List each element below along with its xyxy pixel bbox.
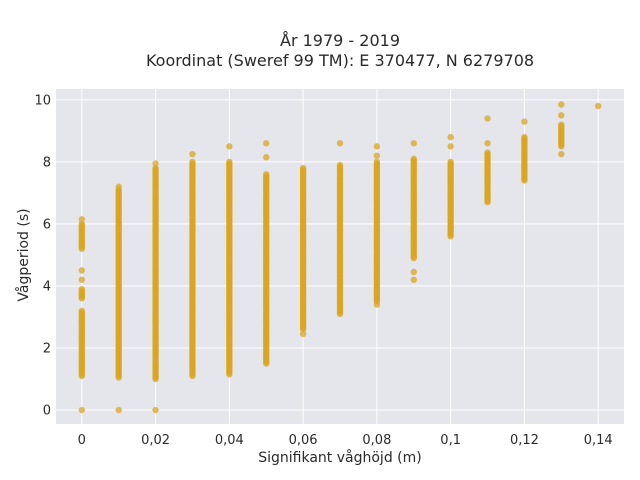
data-point <box>373 158 381 166</box>
data-point <box>189 158 196 166</box>
data-point <box>594 102 602 110</box>
data-point <box>484 140 491 147</box>
x-tick-label: 0,12 <box>510 433 539 448</box>
data-point <box>78 276 86 283</box>
x-tick-label: 0,04 <box>215 433 244 448</box>
data-point <box>115 183 122 190</box>
x-tick-label: 0,14 <box>584 433 613 448</box>
x-tick-label: 0,02 <box>141 433 170 448</box>
data-point <box>410 268 417 276</box>
data-point <box>78 216 86 223</box>
x-tick-label: 0 <box>78 433 86 448</box>
data-point <box>78 406 86 414</box>
data-point <box>447 133 454 141</box>
data-point <box>152 164 159 172</box>
data-point <box>373 301 381 308</box>
data-point <box>373 143 381 150</box>
data-point <box>447 158 454 166</box>
y-tick-label: 8 <box>43 155 51 170</box>
data-point <box>226 158 233 166</box>
chart-title-line1: År 1979 - 2019 <box>280 31 400 50</box>
data-point <box>299 164 307 172</box>
y-tick-label: 2 <box>43 342 51 357</box>
y-tick-label: 6 <box>43 217 51 232</box>
data-point <box>558 112 565 119</box>
x-tick-label: 0,06 <box>289 433 318 448</box>
y-tick-label: 0 <box>43 404 51 419</box>
data-point <box>299 330 307 338</box>
data-point <box>521 118 528 125</box>
data-point <box>263 154 270 161</box>
y-axis-label: Vågperiod (s) <box>15 208 32 301</box>
data-point <box>410 140 417 147</box>
data-point <box>373 152 381 159</box>
data-point <box>78 285 86 293</box>
data-point <box>78 307 86 314</box>
data-point <box>447 143 454 150</box>
data-point <box>484 115 491 122</box>
data-point <box>336 140 344 147</box>
data-point <box>410 276 417 283</box>
data-point <box>558 150 565 158</box>
x-tick-label: 0,08 <box>362 433 391 448</box>
data-point <box>558 101 565 108</box>
data-point <box>484 149 491 156</box>
data-point <box>115 406 122 414</box>
data-point <box>521 133 528 141</box>
data-points <box>78 101 602 414</box>
y-tick-label: 4 <box>43 279 51 294</box>
chart-title-line2: Koordinat (Sweref 99 TM): E 370477, N 62… <box>146 51 534 70</box>
y-tick-label: 10 <box>34 93 51 108</box>
data-point <box>78 267 86 274</box>
data-point <box>189 150 196 158</box>
data-point <box>152 160 159 167</box>
data-point <box>336 161 344 169</box>
data-point <box>152 406 159 414</box>
x-axis-label: Signifikant våghöjd (m) <box>258 449 421 466</box>
data-point <box>410 155 417 162</box>
data-point <box>226 143 233 150</box>
x-tick-label: 0,1 <box>440 433 461 448</box>
tick-labels: 0 0,02 0,04 0,06 0,08 0,1 0,12 0,14 0 2 4 6 8 10 <box>34 93 612 448</box>
data-point <box>263 140 270 147</box>
data-point <box>263 171 270 178</box>
data-point <box>558 121 565 128</box>
data-point <box>78 220 86 228</box>
